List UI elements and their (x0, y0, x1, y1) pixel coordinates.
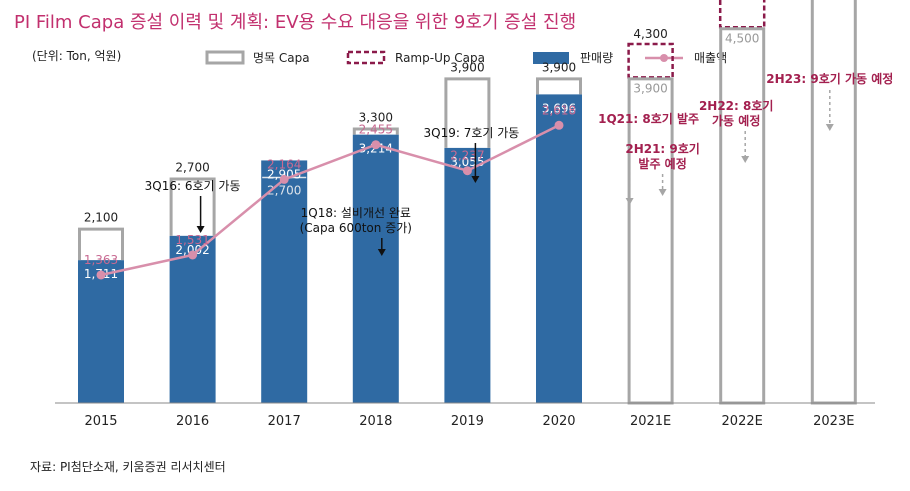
capa-bar (810, 0, 857, 405)
capa-bar (352, 127, 399, 135)
sales-label: 2,905 (267, 167, 301, 181)
capa-label: 3,900 (633, 81, 667, 95)
annotation-1q18-line2: (Capa 600ton 증가) (300, 221, 412, 235)
revenue-point (188, 250, 198, 260)
sales-bar (78, 260, 124, 403)
capa-label: 4,500 (725, 31, 759, 45)
unit-label: (단위: Ton, 억원) (32, 49, 121, 63)
annotation-2h21-line1: 2H21: 9호기 (625, 141, 700, 156)
revenue-point (279, 174, 289, 184)
revenue-label: 1,531 (175, 233, 209, 247)
annotation-3q16: 3Q16: 6호기 가동 (145, 179, 241, 193)
revenue-line (100, 124, 560, 277)
x-tick-label: 2015 (84, 414, 117, 429)
capa-bar (627, 77, 674, 405)
revenue-point (462, 166, 472, 176)
sales-bar (169, 235, 216, 403)
annotation-3q19: 3Q19: 7호기 가동 (423, 126, 519, 140)
annotation-2h23: 2H23: 9호기 가동 예정 (766, 71, 893, 86)
revenue-label: 1,363 (84, 253, 118, 267)
legend-swatch-revenue-marker (660, 54, 668, 62)
legend-label-sales: 판매량 (580, 51, 613, 65)
x-tick-label: 2022E (722, 414, 763, 429)
annotation-2h23-arrow-head (825, 124, 834, 131)
x-tick-label: 2016 (176, 414, 209, 429)
annotation-2h22-arrow-head (741, 156, 750, 163)
annotation-2h22-line2: 가동 예정 (712, 113, 760, 128)
revenue-label: 2,618 (542, 103, 576, 117)
annotation-3q19-arrow-head (471, 176, 480, 183)
revenue-point (554, 120, 564, 130)
capa-label: 3,300 (359, 110, 393, 124)
x-tick-label: 2018 (359, 414, 392, 429)
sales-bar (352, 134, 399, 404)
legend-swatch-ramp-up (346, 50, 386, 65)
sales-bar (261, 160, 308, 403)
sales-bar (536, 94, 582, 403)
annotation-1q21-arrow-head (625, 198, 634, 205)
capa-bar (536, 77, 582, 95)
source-note: 자료: PI첨단소재, 키움증권 리서치센터 (30, 460, 226, 474)
legend-label-ramp-up: Ramp-Up Capa (395, 51, 485, 65)
annotation-2h21-line2: 발주 예정 (638, 156, 686, 171)
annotation-2h22-line1: 2H22: 8호기 (699, 98, 774, 113)
annotation-1q18-line1: 1Q18: 설비개선 완료 (301, 206, 411, 220)
legend-label-capa: 명목 Capa (253, 51, 310, 65)
capa-label: 3,900 (450, 60, 484, 74)
capa-bar (719, 27, 766, 405)
annotation-3q16-arrow-head (196, 226, 205, 233)
x-tick-label: 2021E (630, 414, 671, 429)
capa-bar (169, 177, 216, 236)
legend-swatch-capa (205, 50, 245, 65)
ramp-up-capa-label: 4,300 (633, 27, 667, 41)
capa-bar (78, 227, 124, 261)
annotation-2h21-arrow-head (658, 189, 667, 196)
page-title: PI Film Capa 증설 이력 및 계획: EV용 수요 대응을 위한 9… (14, 12, 577, 33)
revenue-label: 2,164 (267, 157, 301, 171)
annotation-1q18-arrow-head (377, 249, 386, 256)
x-tick-label: 2023E (813, 414, 854, 429)
revenue-point (371, 140, 381, 150)
revenue-point (96, 270, 106, 280)
revenue-label: 2,455 (359, 123, 393, 137)
revenue-label: 2,237 (450, 149, 484, 163)
sales-label: 3,696 (542, 101, 576, 115)
legend-label-revenue: 매출액 (694, 51, 727, 65)
legend-swatch-sales (533, 52, 569, 64)
x-tick-label: 2020 (542, 414, 575, 429)
capa-label: 2,100 (84, 211, 118, 225)
ramp-up-capa-bar (718, 0, 766, 29)
capa-label: 2,700 (175, 161, 209, 175)
capa-bar (444, 77, 491, 148)
annotation-1q21: 1Q21: 8호기 발주 (598, 111, 699, 126)
x-tick-label: 2017 (268, 414, 301, 429)
x-tick-label: 2019 (451, 414, 484, 429)
sales-bar (444, 147, 491, 403)
capa-label: 3,900 (542, 60, 576, 74)
